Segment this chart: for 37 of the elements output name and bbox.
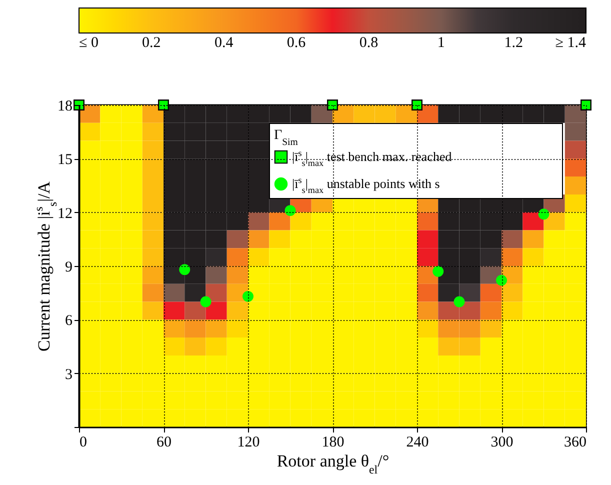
- y-tick-label: 3: [65, 366, 72, 383]
- x-tick-label: 360: [564, 434, 586, 450]
- color-bar-label: 1.2: [504, 35, 523, 51]
- color-bar-label: 0.4: [214, 35, 234, 51]
- point: [538, 208, 550, 220]
- y-tick-label: 6: [65, 313, 73, 330]
- color-bar-label: ≥ 1.4: [555, 35, 586, 51]
- color-bar-label: 0.2: [142, 35, 161, 51]
- x-tick-label: 60: [156, 434, 172, 450]
- point: [284, 205, 296, 216]
- point: [580, 100, 592, 110]
- point: [242, 290, 254, 302]
- point: [432, 266, 444, 277]
- legend-title: Γ$_{Sim}$: [274, 128, 298, 148]
- point: [496, 274, 507, 286]
- point: [412, 100, 422, 110]
- color-bar-label: 1: [437, 35, 445, 51]
- color-bar-label: ≤ 0: [79, 35, 98, 51]
- x-tick-label: 240: [406, 434, 429, 450]
- color-bar-label: 0.6: [286, 35, 306, 51]
- x-axis-title: Rotor angle θ$_{el}$/°: [276, 452, 390, 476]
- point: [74, 100, 84, 110]
- point: [179, 264, 190, 276]
- point: [327, 100, 338, 110]
- y-tick-label: 18: [58, 98, 72, 114]
- x-tick-label: 300: [490, 434, 514, 450]
- x-tick-label: 0: [80, 434, 87, 450]
- x-tick-label: 180: [322, 434, 344, 450]
- point: [200, 296, 212, 308]
- point: [158, 100, 169, 110]
- legend-label: |ī$^{s}$$_{s}$|$_{max}$ unstable points with s: [292, 175, 440, 195]
- point: [454, 296, 465, 308]
- y-tick-label: 12: [58, 206, 72, 222]
- color-bar-label: 0.8: [359, 35, 378, 51]
- y-tick-label: 15: [58, 152, 72, 168]
- y-tick-label: 9: [65, 260, 72, 276]
- x-tick-label: 120: [237, 434, 260, 450]
